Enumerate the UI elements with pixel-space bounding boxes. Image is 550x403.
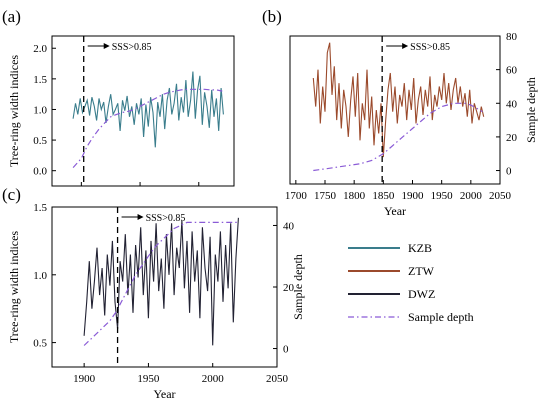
y-tick-label: 0.0 xyxy=(33,166,47,178)
series-line-ztw xyxy=(312,42,485,158)
x-tick-label: 1900 xyxy=(402,190,425,202)
y-axis-label: Tree-ring width indices xyxy=(7,231,21,344)
sss-annotation: SSS>0.85 xyxy=(410,42,450,53)
legend-label: ZTW xyxy=(408,264,435,278)
sss-arrow-head xyxy=(103,43,110,49)
y2-tick-label: 20 xyxy=(283,282,295,294)
sss-annotation: SSS>0.85 xyxy=(146,213,186,224)
x-tick-label: 2050 xyxy=(266,373,289,385)
sss-annotation: SSS>0.85 xyxy=(112,42,152,53)
series-line-dwz xyxy=(83,217,239,346)
y2-tick-label: 0 xyxy=(283,344,289,356)
series-line-sample-depth xyxy=(72,88,223,169)
y-tick-label: 40 xyxy=(506,98,518,110)
sss-arrow-head xyxy=(402,43,409,49)
y-tick-label: 60 xyxy=(506,65,518,77)
sss-arrow-head xyxy=(137,214,144,220)
y2-tick-label: 40 xyxy=(283,220,295,232)
y-axis-label: Sample depth xyxy=(524,77,538,143)
y-tick-label: 80 xyxy=(506,31,518,43)
legend-label: Sample depth xyxy=(408,310,474,324)
y-tick-label: 20 xyxy=(506,132,518,144)
x-tick-label: 1850 xyxy=(372,190,395,202)
x-tick-label: 1950 xyxy=(431,190,454,202)
panel-c: 0.5 1.0 1.5 0 20 40 1900 1950 2000 2050 Year Tree-r… xyxy=(7,202,305,401)
legend-label: KZB xyxy=(408,241,432,255)
y-tick-label: 1.5 xyxy=(33,74,47,86)
plot-frame xyxy=(289,35,501,185)
x-axis-label: Year xyxy=(153,387,175,401)
x-axis-label: Year xyxy=(384,204,406,218)
series-line-sample-depth xyxy=(313,102,483,172)
x-tick-label: 1700 xyxy=(285,190,308,202)
plot-frame xyxy=(51,35,235,187)
x-tick-label: 2050 xyxy=(489,190,512,202)
panel-label-c: (c) xyxy=(2,185,21,204)
x-tick-label: 2000 xyxy=(202,373,225,385)
panel-b: 0 20 40 60 80 1700 1750 1800 1850 1900 1950 2000 205… xyxy=(285,31,538,218)
x-tick-label: 1900 xyxy=(73,373,96,385)
y-tick-label: 1.5 xyxy=(33,202,47,214)
panel-label-a: (a) xyxy=(2,7,21,26)
legend-label: DWZ xyxy=(408,287,435,301)
series-line-sample-depth xyxy=(83,221,239,346)
legend: KZB ZTW DWZ Sample depth xyxy=(348,241,474,324)
y-tick-label: 1.0 xyxy=(33,104,47,116)
y-tick-label: 0.5 xyxy=(33,135,47,147)
x-tick-label: 1800 xyxy=(343,190,366,202)
x-tick-label: 2000 xyxy=(460,190,483,202)
y-tick-label: 1.0 xyxy=(33,270,47,282)
y-tick-label: 0.5 xyxy=(33,338,47,350)
panel-a: 0.0 0.5 1.0 1.5 2.0 Tree-ring width indices SS… xyxy=(7,35,235,187)
y2-axis-label: Sample depth xyxy=(291,254,305,320)
panel-label-b: (b) xyxy=(262,7,282,26)
x-tick-label: 1750 xyxy=(314,190,337,202)
y-tick-label: 2.0 xyxy=(33,43,47,55)
series-line-kzb xyxy=(72,71,224,148)
y-axis-label: Tree-ring width indices xyxy=(7,55,21,168)
x-tick-label: 1950 xyxy=(137,373,160,385)
y-tick-label: 0 xyxy=(506,166,512,178)
